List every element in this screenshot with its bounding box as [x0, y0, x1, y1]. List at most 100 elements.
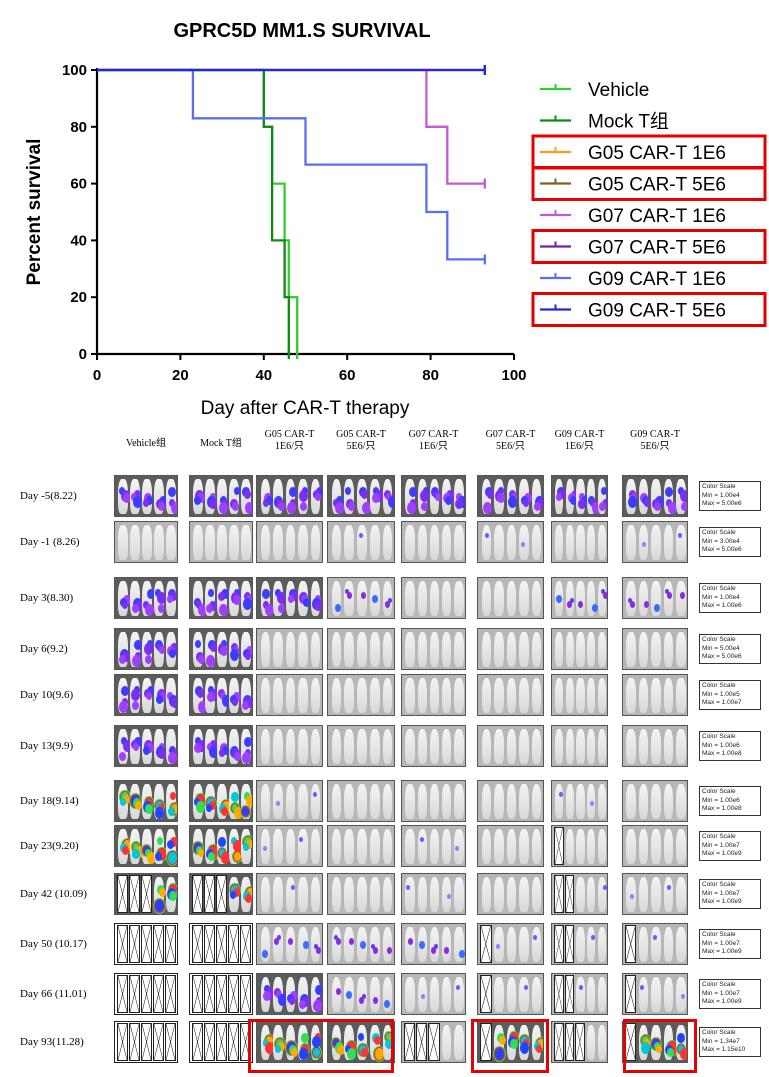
- deceased-mouse-box: [204, 925, 215, 963]
- signal-spot: [122, 846, 130, 856]
- mouse-silhouette: [506, 784, 517, 819]
- day-label: Day 6(9.2): [20, 643, 68, 655]
- mouse-silhouette: [651, 977, 661, 1012]
- mouse-silhouette: [638, 632, 649, 667]
- signal-spot: [566, 601, 572, 608]
- mouse-silhouette: [565, 829, 574, 864]
- mouse-silhouette: [369, 977, 380, 1012]
- signal-spot: [242, 807, 250, 817]
- highlight-box: [623, 1019, 697, 1073]
- imaging-panel: [622, 973, 688, 1015]
- mouse-silhouette: [298, 829, 308, 864]
- mouse-silhouette: [382, 784, 393, 819]
- signal-spot: [345, 487, 352, 495]
- mouse-silhouette: [651, 678, 661, 713]
- signal-spot: [371, 595, 378, 603]
- series-line-6: [97, 68, 485, 261]
- mouse-silhouette: [260, 1025, 274, 1060]
- signal-spot: [131, 689, 141, 701]
- color-scale-line: Max = 1.00e9: [702, 850, 742, 857]
- mouse-silhouette: [651, 1025, 663, 1060]
- mouse-silhouette: [519, 479, 533, 514]
- deceased-mouse-box: [625, 925, 637, 963]
- deceased-mouse-box: [192, 875, 203, 913]
- color-scale-line: Min = 1.00e6: [702, 796, 740, 804]
- mouse-silhouette: [154, 784, 165, 819]
- legend-item: G07 CAR-T 1E6: [540, 206, 726, 227]
- signal-spot: [159, 496, 169, 508]
- y-tick-label: 80: [70, 119, 87, 136]
- signal-spot: [158, 502, 166, 512]
- signal-spot: [362, 502, 372, 514]
- color-scale-line: Min = 1.34e7: [702, 1037, 740, 1045]
- mouse-silhouette: [519, 678, 529, 713]
- mouse-silhouette: [417, 525, 427, 560]
- signal-spot: [335, 938, 341, 945]
- mouse-silhouette: [442, 877, 452, 912]
- mouse-silhouette: [405, 927, 415, 962]
- signal-spot: [523, 499, 530, 507]
- imaging-panel: [551, 1021, 608, 1063]
- mouse-silhouette: [142, 581, 156, 616]
- signal-spot: [206, 655, 216, 667]
- series-lines: [97, 65, 486, 359]
- mouse-silhouette: [531, 632, 542, 667]
- signal-spot: [532, 935, 537, 941]
- mouse-silhouette: [597, 829, 606, 864]
- signal-spot: [312, 792, 317, 798]
- signal-spot: [159, 646, 166, 654]
- mouse-silhouette: [118, 678, 130, 713]
- signal-spot: [197, 740, 207, 752]
- mouse-silhouette: [454, 525, 464, 560]
- deceased-mouse-box: [153, 975, 164, 1013]
- deceased-mouse-box: [228, 1023, 239, 1061]
- mouse-silhouette: [382, 525, 393, 560]
- signal-spot: [643, 601, 649, 608]
- imaging-panel: [401, 725, 466, 767]
- signal-spot: [680, 490, 687, 502]
- mouse-silhouette: [454, 581, 464, 616]
- signal-spot: [155, 900, 165, 912]
- signal-spot: [361, 592, 367, 599]
- group-header: G07 CAR-T 1E6/只: [408, 429, 459, 452]
- mouse-silhouette: [676, 729, 686, 764]
- mouse-silhouette: [369, 829, 380, 864]
- mouse-silhouette: [260, 479, 273, 514]
- signal-spot: [602, 885, 607, 891]
- imaging-panel: [256, 780, 323, 822]
- legend-highlight-box: [531, 166, 767, 201]
- mouse-silhouette: [260, 829, 271, 864]
- mouse-silhouette: [357, 678, 367, 713]
- imaging-panel: [114, 521, 178, 563]
- day-label: Day 3(8.30): [20, 592, 74, 604]
- mouse-silhouette: [506, 632, 517, 667]
- mouse-silhouette: [494, 678, 504, 713]
- signal-spot: [245, 502, 252, 514]
- mouse-silhouette: [676, 977, 686, 1012]
- mouse-silhouette: [229, 729, 242, 764]
- mouse-silhouette: [597, 479, 607, 514]
- imaging-panel: [114, 628, 178, 670]
- signal-spot: [314, 985, 322, 996]
- signal-spot: [347, 592, 353, 599]
- deceased-mouse-box: [216, 975, 227, 1013]
- signal-spot: [245, 652, 252, 660]
- signal-spot: [346, 991, 353, 999]
- mouse-silhouette: [587, 581, 599, 616]
- legend-item: G05 CAR-T 5E6: [531, 166, 767, 201]
- signal-spot: [666, 1048, 674, 1058]
- signal-spot: [299, 490, 309, 502]
- color-scale-line: Min = 1.00e7: [702, 841, 740, 849]
- mouse-silhouette: [217, 784, 232, 819]
- highlight-box: [471, 1019, 549, 1073]
- mouse-silhouette: [382, 977, 393, 1012]
- signal-spot: [602, 592, 607, 599]
- signal-spot: [146, 496, 154, 506]
- signal-spot: [246, 795, 252, 807]
- mouse-silhouette: [454, 784, 464, 819]
- mouse-silhouette: [481, 877, 492, 912]
- color-scale-line: Max = 1.00e7: [702, 699, 742, 706]
- signal-spot: [600, 589, 605, 595]
- color-scale-legend: Color Scale Min = 5.00e4 Max = 5.00e6: [699, 634, 761, 664]
- mouse-silhouette: [587, 729, 596, 764]
